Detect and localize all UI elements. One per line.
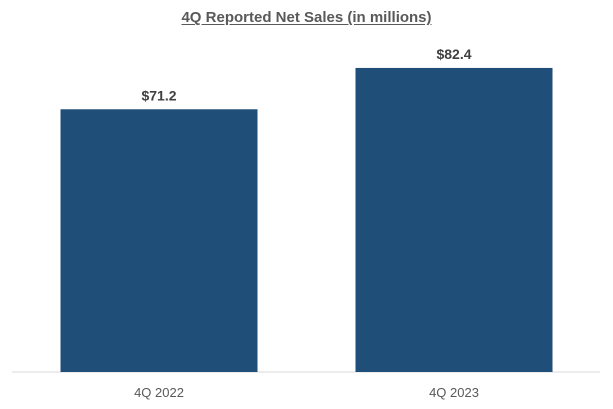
data-label-4q-2022: $71.2 (141, 87, 176, 103)
bars-group: $71.2 4Q 2022 $82.4 4Q 2023 (60, 46, 553, 400)
tick-label-4q-2022: 4Q 2022 (134, 385, 184, 400)
chart-title: 4Q Reported Net Sales (in millions) (181, 9, 432, 26)
bar-4q-2023 (355, 67, 553, 372)
tick-label-4q-2023: 4Q 2023 (429, 385, 479, 400)
data-label-4q-2023: $82.4 (436, 46, 471, 62)
bar-4q-2022 (60, 109, 258, 372)
